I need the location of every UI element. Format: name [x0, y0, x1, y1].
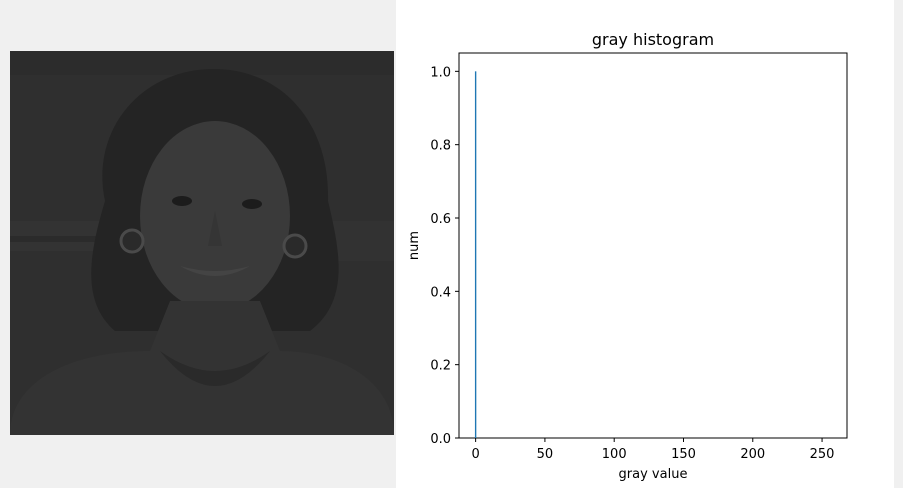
x-axis-ticks: 0 50 100 150 200 250	[471, 438, 834, 462]
portrait-photo	[10, 51, 394, 435]
x-axis-label: gray value	[619, 467, 688, 482]
plot-frame	[458, 52, 848, 439]
y-tick-label: 0.4	[430, 285, 451, 300]
x-tick-label: 50	[537, 447, 554, 462]
x-tick-label: 250	[810, 447, 835, 462]
y-tick-label: 1.0	[430, 65, 451, 80]
x-tick-label: 0	[471, 447, 479, 462]
y-tick-label: 0.2	[430, 359, 451, 374]
window-edge	[894, 0, 903, 488]
x-tick-label: 200	[740, 447, 765, 462]
histogram-panel	[396, 0, 894, 488]
y-axis-label: num	[407, 231, 422, 260]
histogram-chart: gray histogram 0 50 100 150 200 250 0.0 0.2 0.4…	[407, 30, 848, 482]
chart-title: gray histogram	[592, 30, 714, 49]
histogram-bar-0	[474, 71, 477, 438]
x-tick-label: 100	[602, 447, 627, 462]
bars	[474, 71, 477, 438]
y-axis-ticks: 0.0 0.2 0.4 0.6 0.8 1.0	[430, 65, 459, 447]
portrait-photo-drawing	[10, 51, 394, 435]
y-tick-label: 0.8	[430, 139, 451, 154]
y-tick-label: 0.0	[430, 432, 451, 447]
y-tick-label: 0.6	[430, 212, 451, 227]
image-panel	[0, 0, 396, 488]
x-tick-label: 150	[671, 447, 696, 462]
